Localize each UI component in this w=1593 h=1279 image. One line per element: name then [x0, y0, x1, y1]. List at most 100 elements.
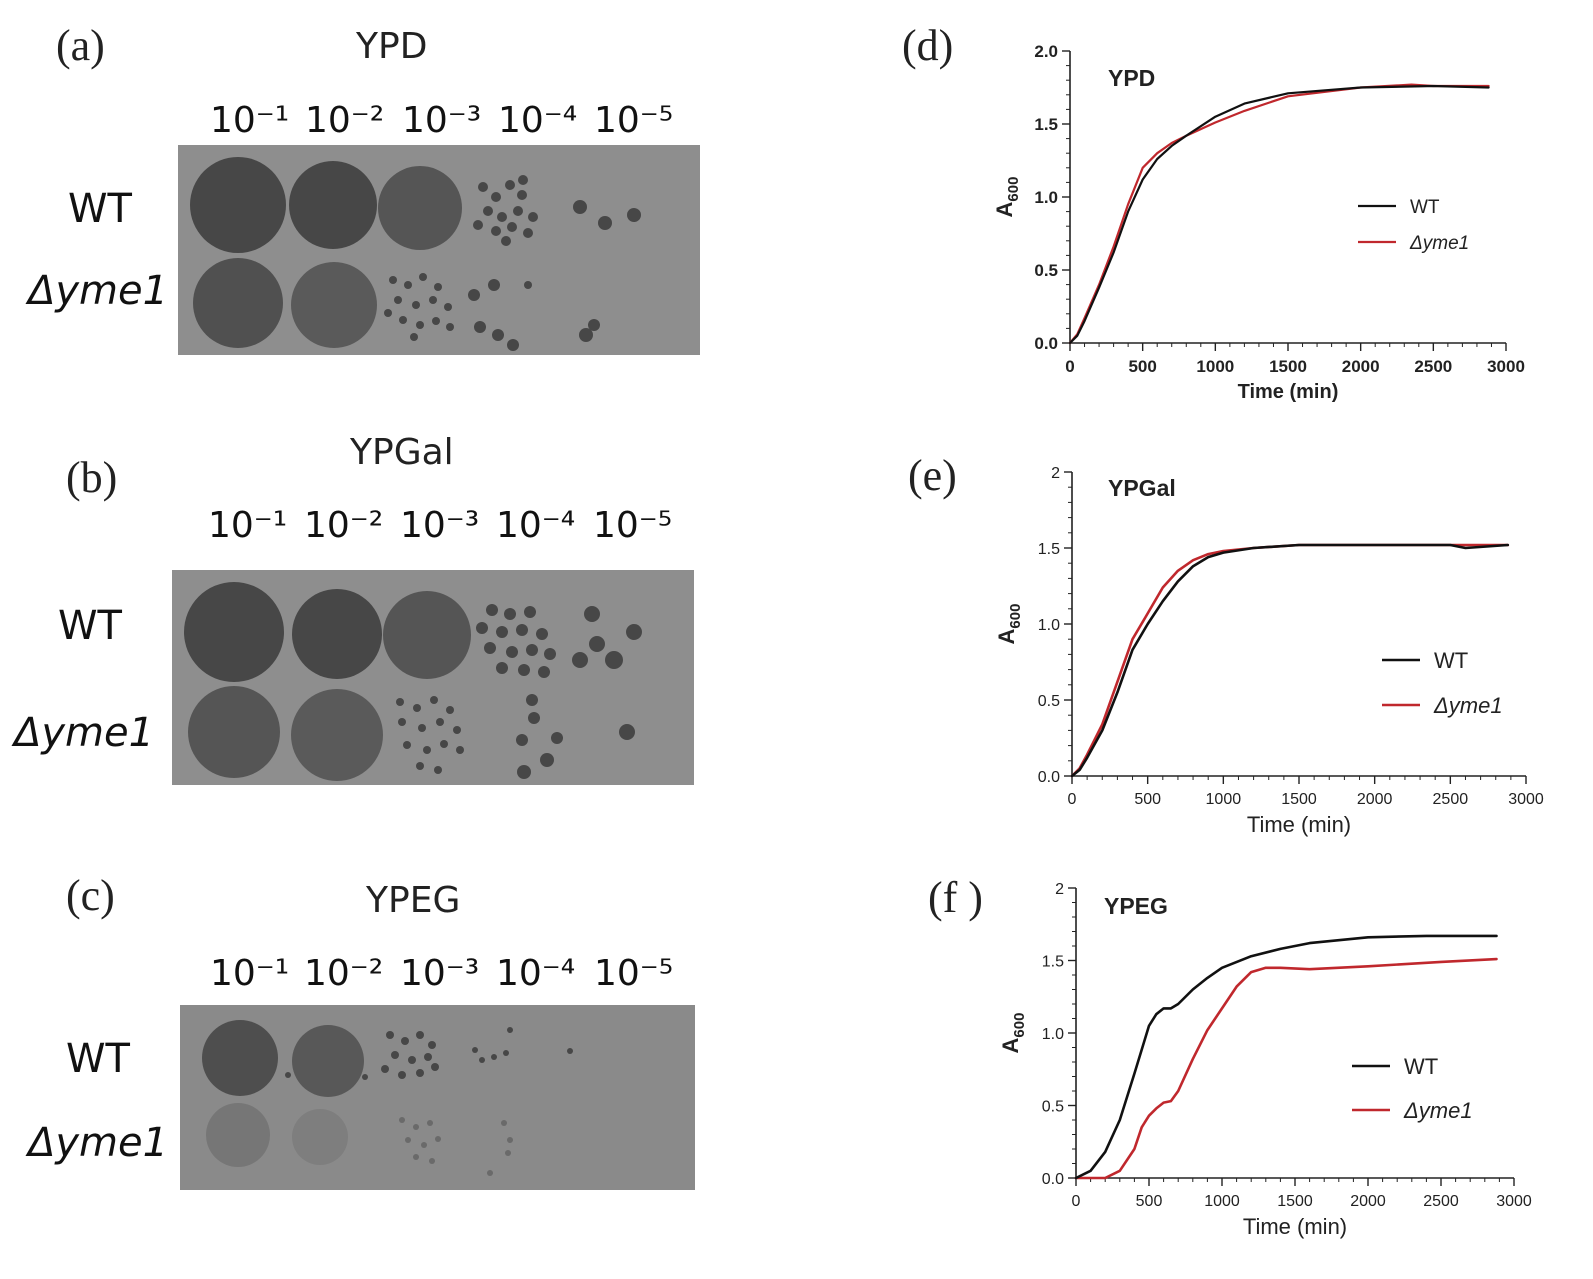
chart-d-y-tick-label: 1.0 [1034, 188, 1058, 207]
panel-a-wt-row [190, 157, 641, 253]
chart-d-x-tick-label: 2000 [1342, 357, 1380, 376]
chart-f-x-tick-label: 1000 [1204, 1193, 1240, 1210]
chart-d-x-tick-label: 0 [1065, 357, 1074, 376]
chart-f-x-tick-label: 2500 [1423, 1193, 1459, 1210]
chart-f-y-label-sub: 600 [1011, 1013, 1028, 1038]
chart-f-x-tick-label: 1500 [1277, 1193, 1313, 1210]
chart-f-y-label-main: A [998, 1037, 1023, 1053]
chart-f-x-tick-label: 500 [1136, 1193, 1163, 1210]
chart-f-x-tick-label: 3000 [1496, 1193, 1532, 1210]
panel-a-medium-title: YPD [356, 26, 428, 67]
chart-d-series-wt-line [1068, 84, 1490, 345]
panel-b-dilution-1: 10⁻¹ [208, 505, 288, 546]
chart-d-x-tick-label: 1500 [1269, 357, 1307, 376]
panel-b-mutant-row [188, 686, 635, 781]
chart-f-series-wt-line [1074, 934, 1498, 1180]
chart-d-y-tick-label: 0.0 [1034, 334, 1058, 353]
chart-e-y-tick-label: 1.0 [1038, 617, 1060, 634]
panel-c-dilution-2: 10⁻² [304, 953, 384, 994]
chart-e-x-tick-label: 500 [1134, 791, 1161, 808]
panel-c-medium-title: YPEG [366, 880, 461, 921]
panel-a-dilution-2: 10⁻² [305, 100, 385, 141]
growth-chart-ypeg: 0 500 1000 1500 2000 2500 3000 0.0 0.5 1.0 1.5 2 Tim… [998, 881, 1532, 1239]
panel-a-strain-wt: WT [68, 186, 132, 232]
chart-e-y-label-sub: 600 [1007, 604, 1024, 629]
panel-label-d: (d) [902, 21, 954, 70]
panel-c-dilution-4: 10⁻⁴ [496, 953, 576, 994]
chart-f-y-tick-label: 1.5 [1042, 953, 1064, 970]
chart-e-x-tick-label: 1500 [1281, 791, 1317, 808]
chart-e-title: YPGal [1108, 475, 1176, 501]
panel-label-e: (e) [908, 451, 957, 500]
growth-chart-ypgal: 0 500 1000 1500 2000 2500 3000 0.0 0.5 1.0 1.5 2 Tim… [994, 465, 1544, 837]
chart-e-y-tick-label: 1.5 [1038, 541, 1060, 558]
panel-c-mutant-row [206, 1103, 513, 1176]
panel-c-wt-row [202, 1020, 573, 1097]
chart-e-x-tick-label: 0 [1068, 791, 1077, 808]
panel-b-wt-row [184, 582, 642, 682]
chart-d-y-label-main: A [992, 201, 1017, 217]
chart-f-legend-label-wt: WT [1404, 1054, 1438, 1079]
chart-d-x-tick-label: 500 [1128, 357, 1156, 376]
chart-d-y-label: A600 [992, 177, 1022, 218]
panel-c-dilution-1: 10⁻¹ [210, 953, 290, 994]
chart-e-x-tick-label: 3000 [1508, 791, 1544, 808]
panel-a-mutant-row [193, 258, 600, 351]
chart-d-y-tick-label: 2.0 [1034, 42, 1058, 61]
panel-a-dilution-4: 10⁻⁴ [498, 100, 578, 141]
panel-label-b: (b) [66, 453, 118, 502]
chart-d-legend-label-wt: WT [1410, 197, 1440, 218]
chart-e-y-tick-label: 0.0 [1038, 769, 1060, 786]
growth-chart-ypd: 0 500 1000 1500 2000 2500 3000 0.0 0.5 1.0 1.5 2.0 T… [992, 42, 1525, 403]
panel-b-strain-mutant: Δyme1 [14, 710, 155, 756]
chart-e-legend-label-mutant: Δyme1 [1433, 693, 1503, 718]
panel-c-dilution-3: 10⁻³ [400, 953, 480, 994]
chart-d-y-tick-label: 0.5 [1034, 261, 1058, 280]
chart-e-y-label: A600 [994, 604, 1024, 645]
chart-f-y-tick-label: 2 [1055, 881, 1064, 898]
panel-c-strain-mutant: Δyme1 [28, 1120, 169, 1166]
chart-e-y-tick-label: 2 [1051, 465, 1060, 482]
chart-d-legend-label-mutant: Δyme1 [1409, 233, 1469, 254]
panel-c-dilution-5: 10⁻⁵ [594, 953, 674, 994]
panel-a-strain-mutant: Δyme1 [28, 268, 169, 314]
panel-b-dilution-4: 10⁻⁴ [496, 505, 576, 546]
chart-d-x-label: Time (min) [1238, 381, 1339, 403]
panel-b-dilution-3: 10⁻³ [400, 505, 480, 546]
panel-c-plate-image [180, 1005, 695, 1190]
chart-e-y-tick-label: 0.5 [1038, 693, 1060, 710]
panel-b-dilution-2: 10⁻² [304, 505, 384, 546]
panel-a-dilution-1: 10⁻¹ [210, 100, 290, 141]
chart-f-title: YPEG [1104, 893, 1168, 919]
chart-f-x-tick-label: 0 [1072, 1193, 1081, 1210]
chart-f-y-tick-label: 0.0 [1042, 1171, 1064, 1188]
chart-e-y-label-main: A [994, 628, 1019, 644]
chart-f-y-tick-label: 0.5 [1042, 1098, 1064, 1115]
panel-label-c: (c) [66, 871, 115, 920]
chart-f-x-label: Time (min) [1243, 1214, 1347, 1239]
chart-d-y-tick-label: 1.5 [1034, 115, 1058, 134]
panel-b-strain-wt: WT [58, 603, 122, 649]
panel-b-medium-title: YPGal [350, 432, 454, 473]
chart-f-legend-label-mutant: Δyme1 [1403, 1098, 1473, 1123]
panel-a-dilution-5: 10⁻⁵ [594, 100, 674, 141]
chart-f-x-tick-label: 2000 [1350, 1193, 1386, 1210]
chart-f-y-label: A600 [998, 1013, 1028, 1054]
chart-e-x-label: Time (min) [1247, 812, 1351, 837]
panel-c-strain-wt: WT [66, 1036, 130, 1082]
chart-e-series-wt-line [1070, 543, 1510, 778]
chart-f-series-mutant-line [1074, 957, 1498, 1180]
chart-d-y-label-sub: 600 [1005, 177, 1022, 202]
chart-f-y-tick-label: 1.0 [1042, 1026, 1064, 1043]
chart-d-x-tick-label: 3000 [1487, 357, 1525, 376]
chart-d-title: YPD [1108, 65, 1155, 91]
panel-a-plate-image [178, 145, 700, 355]
chart-d-x-tick-label: 1000 [1196, 357, 1234, 376]
chart-d-x-tick-label: 2500 [1414, 357, 1452, 376]
chart-e-x-tick-label: 2000 [1357, 791, 1393, 808]
panel-b-dilution-5: 10⁻⁵ [593, 505, 673, 546]
chart-e-x-tick-label: 1000 [1206, 791, 1242, 808]
chart-e-legend-label-wt: WT [1434, 648, 1468, 673]
chart-e-x-tick-label: 2500 [1433, 791, 1469, 808]
panel-label-a: (a) [56, 21, 105, 70]
